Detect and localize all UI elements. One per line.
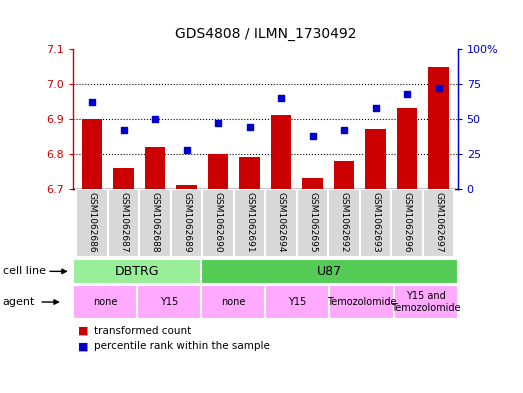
Bar [201,285,266,319]
Text: GSM1062686: GSM1062686 [88,192,97,253]
Text: GSM1062696: GSM1062696 [403,192,412,253]
Bar [171,189,202,257]
Bar [73,259,201,284]
Text: ■: ■ [78,325,89,336]
Bar [208,154,229,189]
Bar [266,285,329,319]
Point [371,105,380,111]
Text: GSM1062691: GSM1062691 [245,192,254,253]
Text: GSM1062689: GSM1062689 [182,192,191,253]
Text: GSM1062697: GSM1062697 [434,192,443,253]
Text: Y15 and
Temozolomide: Y15 and Temozolomide [391,291,460,313]
Text: none: none [93,297,118,307]
Bar [360,189,391,257]
Bar [302,178,323,189]
Point [119,127,128,133]
Bar [428,66,449,189]
Point [435,85,443,91]
Bar [234,189,266,257]
Bar [393,285,458,319]
Text: agent: agent [3,297,35,307]
Text: GSM1062695: GSM1062695 [308,192,317,253]
Bar [423,189,454,257]
Bar [201,259,458,284]
Bar [297,189,328,257]
Text: GSM1062694: GSM1062694 [277,192,286,253]
Point [88,99,96,105]
Text: none: none [221,297,246,307]
Text: GSM1062693: GSM1062693 [371,192,380,253]
Bar [334,161,355,189]
Point [277,95,286,101]
Text: ■: ■ [78,341,89,351]
Text: U87: U87 [317,265,342,278]
Text: percentile rank within the sample: percentile rank within the sample [94,341,270,351]
Bar [266,189,297,257]
Bar [76,189,108,257]
Bar [113,168,134,189]
Bar [328,189,360,257]
Bar [366,129,386,189]
Point [245,124,254,130]
Bar [82,119,103,189]
Text: GSM1062687: GSM1062687 [119,192,128,253]
Bar [176,185,197,189]
Text: transformed count: transformed count [94,325,191,336]
Text: DBTRG: DBTRG [115,265,160,278]
Bar [137,285,201,319]
Bar [329,285,393,319]
Bar [140,189,171,257]
Bar [108,189,140,257]
Bar [391,189,423,257]
Text: GSM1062692: GSM1062692 [340,192,349,253]
Text: Y15: Y15 [288,297,306,307]
Bar [271,116,291,189]
Point [309,132,317,139]
Point [214,120,222,126]
Point [403,91,412,97]
Text: cell line: cell line [3,266,46,276]
Point [151,116,160,122]
Text: Y15: Y15 [160,297,178,307]
Text: Temozolomide: Temozolomide [327,297,396,307]
Text: GDS4808 / ILMN_1730492: GDS4808 / ILMN_1730492 [175,27,356,41]
Bar [202,189,234,257]
Text: GSM1062690: GSM1062690 [214,192,223,253]
Bar [145,147,165,189]
Point [340,127,348,133]
Bar [73,285,137,319]
Bar [240,157,260,189]
Text: GSM1062688: GSM1062688 [151,192,160,253]
Point [183,147,191,153]
Bar [397,108,417,189]
